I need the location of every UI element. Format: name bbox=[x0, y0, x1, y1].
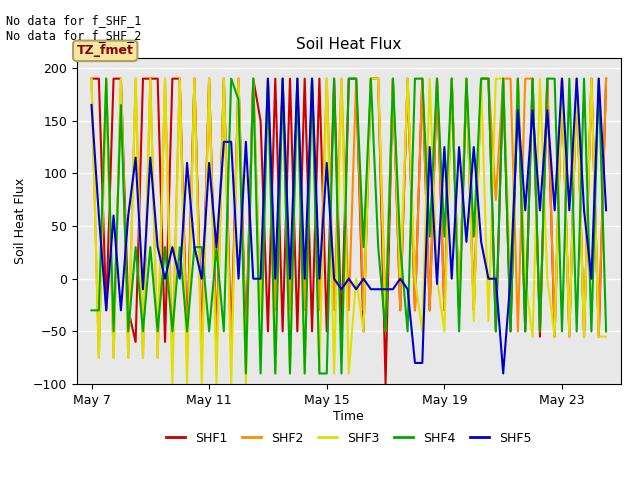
Title: Soil Heat Flux: Soil Heat Flux bbox=[296, 37, 401, 52]
Text: TZ_fmet: TZ_fmet bbox=[77, 44, 134, 57]
Text: No data for f_SHF_1
No data for f_SHF_2: No data for f_SHF_1 No data for f_SHF_2 bbox=[6, 14, 142, 42]
Legend: SHF1, SHF2, SHF3, SHF4, SHF5: SHF1, SHF2, SHF3, SHF4, SHF5 bbox=[161, 427, 537, 450]
X-axis label: Time: Time bbox=[333, 409, 364, 422]
Y-axis label: Soil Heat Flux: Soil Heat Flux bbox=[14, 178, 27, 264]
